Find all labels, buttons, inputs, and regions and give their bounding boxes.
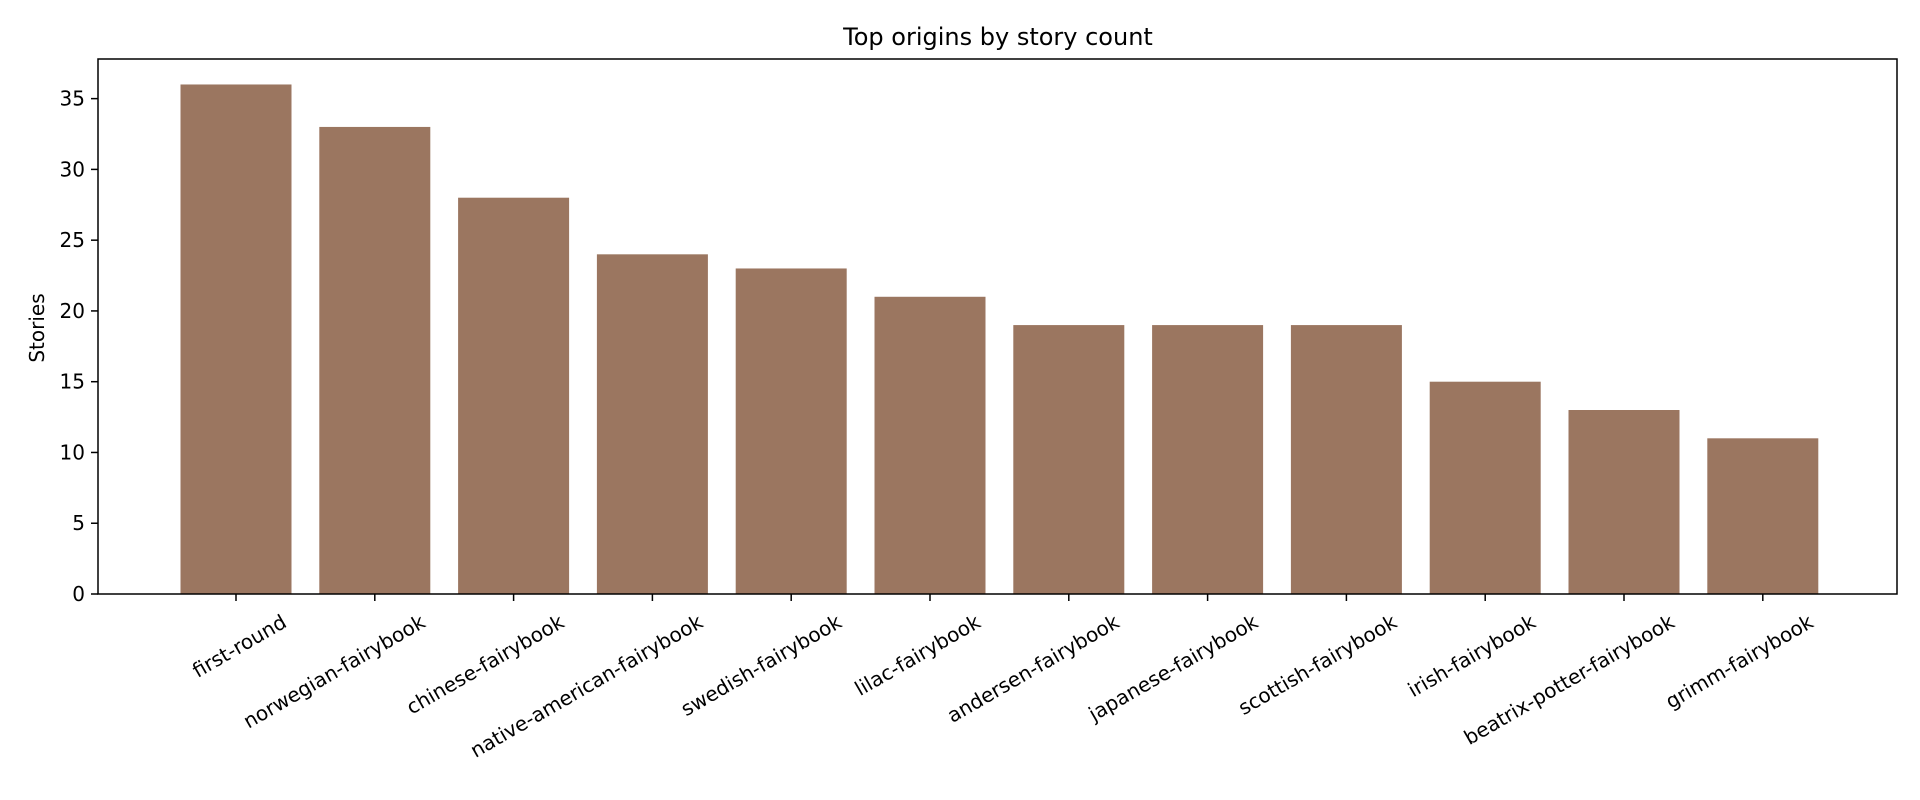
bar-first-round	[180, 84, 292, 594]
plot-frame	[97, 58, 1898, 595]
bar-japanese-fairybook	[1152, 325, 1264, 594]
bars-group	[180, 84, 1819, 595]
bar-scottish-fairybook	[1290, 325, 1402, 594]
x-tick-label: first-round	[188, 610, 290, 683]
y-axis-ticks: 0 5 10 15 20 25 30 35	[60, 87, 98, 606]
bar-norwegian-fairybook	[319, 126, 431, 594]
bar-irish-fairybook	[1429, 381, 1541, 594]
bar-andersen-fairybook	[1013, 325, 1125, 594]
bar-swedish-fairybook	[735, 268, 847, 594]
y-axis-label: Stories	[25, 293, 49, 362]
bar-lilac-fairybook	[874, 296, 986, 594]
y-tick-label: 15	[60, 370, 85, 394]
y-tick-label: 25	[60, 228, 85, 252]
bar-native-american-fairybook	[596, 254, 708, 595]
x-tick-label: native-american-fairybook	[466, 609, 707, 762]
chart-title: Top origins by story count	[842, 23, 1153, 51]
x-tick-label: lilac-fairybook	[851, 609, 985, 700]
x-tick-label: irish-fairybook	[1404, 609, 1540, 702]
y-tick-label: 10	[60, 440, 85, 464]
bar-chinese-fairybook	[458, 197, 570, 594]
x-tick-label: grimm-fairybook	[1661, 609, 1817, 713]
y-tick-label: 5	[72, 511, 85, 535]
y-tick-label: 0	[72, 582, 85, 606]
bar-beatrix-potter-fairybook	[1568, 410, 1680, 594]
bar-grimm-fairybook	[1707, 438, 1819, 594]
y-tick-label: 30	[60, 157, 85, 181]
y-tick-label: 35	[60, 87, 85, 111]
x-axis-ticks: first-roundnorwegian-fairybookchinese-fa…	[188, 594, 1818, 762]
y-tick-label: 20	[60, 299, 85, 323]
